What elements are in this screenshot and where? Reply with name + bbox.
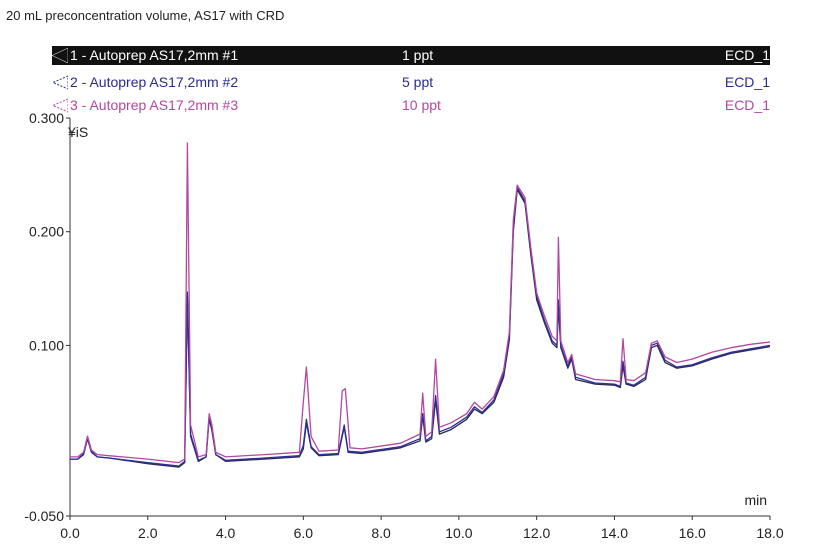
x-tick-label: 18.0: [756, 525, 783, 541]
x-tick-label: 16.0: [679, 525, 706, 541]
legend-series-amount: 5 ppt: [402, 74, 434, 90]
chart-title: 20 mL preconcentration volume, AS17 with…: [6, 8, 285, 23]
legend-entry-2: 2 - Autoprep AS17,2mm #2 5 ppt ECD_1: [52, 73, 770, 92]
axis-ticks: 0.0 2.0 4.0 6.0 8.0 10.0 12.0 14.0 16.0 18.0 -0.05…: [24, 110, 784, 541]
x-tick-label: 0.0: [60, 525, 80, 541]
legend-series-name: 3 - Autoprep AS17,2mm #3: [70, 97, 239, 113]
y-tick-label: 0.200: [29, 224, 64, 240]
x-tick-label: 4.0: [216, 525, 236, 541]
legend-series-detector: ECD_1: [724, 97, 770, 113]
x-tick-label: 2.0: [138, 525, 158, 541]
legend-series-amount: 1 ppt: [402, 47, 434, 63]
legend-series-amount: 10 ppt: [402, 97, 441, 113]
legend-series-detector: ECD_1: [724, 47, 770, 63]
y-tick-label: 0.100: [29, 337, 64, 353]
legend-marker-arrow-icon: [52, 98, 68, 113]
x-tick-label: 8.0: [371, 525, 391, 541]
legend-series-name: 1 - Autoprep AS17,2mm #1: [70, 47, 239, 63]
legend-entry-3: 3 - Autoprep AS17,2mm #3 10 ppt ECD_1: [52, 96, 770, 115]
series-line-3: [70, 142, 771, 464]
legend-marker-arrow-icon: [52, 48, 68, 63]
x-tick-label: 6.0: [294, 525, 314, 541]
x-tick-label: 10.0: [445, 525, 472, 541]
y-axis-label: ¥iS: [67, 124, 88, 140]
series-group: [70, 142, 771, 468]
x-tick-label: 12.0: [523, 525, 550, 541]
legend-series-name: 2 - Autoprep AS17,2mm #2: [70, 74, 239, 90]
legend-series-detector: ECD_1: [724, 74, 770, 90]
y-tick-label: -0.050: [24, 508, 64, 524]
legend-entry-1: 1 - Autoprep AS17,2mm #1 1 ppt ECD_1: [52, 46, 770, 65]
y-tick-label: 0.300: [29, 110, 64, 126]
x-axis-label: min: [744, 492, 767, 508]
x-tick-label: 14.0: [601, 525, 628, 541]
series-line-2: [70, 186, 771, 467]
legend-marker-arrow-icon: [52, 75, 68, 90]
